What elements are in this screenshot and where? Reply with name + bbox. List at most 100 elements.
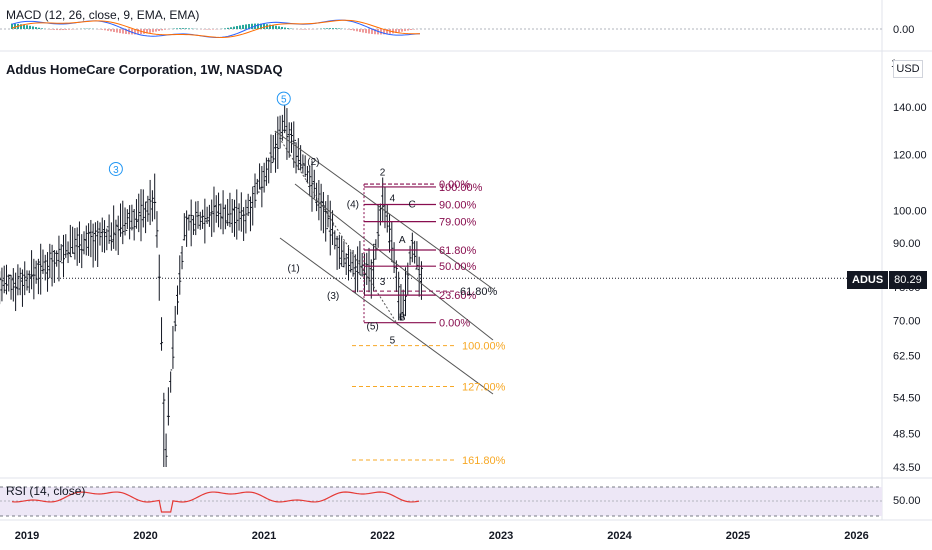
last-price-tag: ADUS 80.29 bbox=[847, 271, 927, 289]
macd-histogram-bar bbox=[35, 27, 37, 29]
macd-histogram-bar bbox=[347, 29, 349, 30]
macd-histogram-bar bbox=[305, 29, 307, 30]
macd-histogram-bar bbox=[125, 29, 127, 34]
fib-retracement-label-4: 61.80% bbox=[439, 245, 477, 257]
rsi-axis-fifty: 50.00 bbox=[893, 495, 921, 507]
macd-histogram-bar bbox=[224, 28, 226, 29]
macd-histogram-bar bbox=[401, 29, 403, 32]
macd-histogram-bar bbox=[392, 29, 394, 34]
macd-histogram-bar bbox=[269, 24, 271, 29]
macd-histogram-bar bbox=[302, 29, 304, 30]
macd-histogram-bar bbox=[53, 29, 55, 30]
macd-histogram-bar bbox=[152, 29, 154, 33]
macd-histogram-bar bbox=[398, 29, 400, 33]
macd-histogram-bar bbox=[395, 29, 397, 33]
x-tick-0: 2019 bbox=[15, 530, 39, 542]
wave-circle-1 bbox=[276, 91, 291, 106]
macd-histogram-bar bbox=[38, 27, 40, 29]
wave-label-12: B bbox=[399, 312, 406, 323]
ticker-label: ADUS bbox=[847, 271, 889, 289]
fib-extension-label-2: 127.00% bbox=[462, 381, 506, 393]
macd-histogram-bar bbox=[23, 24, 25, 29]
channel-lower-line bbox=[279, 237, 494, 395]
macd-histogram-bar bbox=[185, 28, 187, 29]
macd-histogram-bar bbox=[251, 23, 253, 29]
macd-signal-line bbox=[11, 19, 421, 38]
price-tick-6: 62.50 bbox=[893, 350, 921, 362]
wave-label-1: 5 bbox=[281, 95, 287, 106]
macd-histogram-bar bbox=[14, 23, 16, 29]
price-tick-3: 90.00 bbox=[893, 238, 921, 250]
macd-histogram-bar bbox=[206, 29, 208, 30]
macd-histogram-bar bbox=[107, 29, 109, 31]
macd-histogram-bar bbox=[176, 28, 178, 29]
price-tick-5: 70.00 bbox=[893, 315, 921, 327]
macd-histogram-bar bbox=[287, 28, 289, 29]
macd-histogram-bar bbox=[338, 28, 340, 29]
macd-histogram-bar bbox=[248, 24, 250, 29]
macd-histogram-bar bbox=[272, 25, 274, 29]
macd-indicator-label[interactable]: MACD (12, 26, close, 9, EMA, EMA) bbox=[6, 8, 200, 22]
fib-retracement-label-7: 0.00% bbox=[439, 318, 470, 330]
fib-extension-label-3: 161.80% bbox=[462, 455, 506, 467]
macd-histogram-bar bbox=[365, 29, 367, 34]
macd-histogram-bar bbox=[236, 26, 238, 29]
macd-histogram-bar bbox=[11, 23, 13, 29]
macd-histogram-bar bbox=[332, 28, 334, 29]
macd-histogram-bar bbox=[230, 27, 232, 29]
macd-histogram-bar bbox=[281, 26, 283, 29]
macd-histogram-bar bbox=[131, 29, 133, 35]
macd-histogram-bar bbox=[335, 28, 337, 29]
macd-histogram-bar bbox=[110, 29, 112, 32]
x-tick-7: 2026 bbox=[844, 530, 868, 542]
x-tick-4: 2023 bbox=[489, 530, 513, 542]
wave-label-2: (1) bbox=[288, 264, 300, 275]
macd-histogram-bar bbox=[353, 29, 355, 31]
price-tick-0: 140.00 bbox=[893, 102, 927, 114]
macd-histogram-bar bbox=[146, 29, 148, 34]
macd-axis-zero: 0.00 bbox=[893, 24, 915, 36]
macd-histogram-bar bbox=[239, 25, 241, 29]
fib-retracement-label-6: 23.60% bbox=[439, 290, 477, 302]
macd-histogram-bar bbox=[326, 28, 328, 29]
macd-histogram-bar bbox=[20, 24, 22, 29]
macd-histogram-bar bbox=[161, 29, 163, 31]
macd-histogram-bar bbox=[188, 28, 190, 29]
macd-histogram-bar bbox=[149, 29, 151, 33]
macd-histogram-bar bbox=[350, 29, 352, 31]
channel-mid-line bbox=[294, 183, 494, 341]
macd-histogram-bar bbox=[413, 29, 415, 30]
macd-histogram-bar bbox=[383, 29, 385, 35]
fib-extension-label-0: 61.80% bbox=[460, 286, 498, 298]
wave-label-3: (2) bbox=[307, 157, 319, 168]
macd-histogram-bar bbox=[164, 29, 166, 30]
macd-histogram-bar bbox=[179, 28, 181, 29]
macd-histogram-bar bbox=[233, 26, 235, 29]
macd-histogram-bar bbox=[329, 28, 331, 29]
macd-histogram-bar bbox=[50, 29, 52, 30]
wave-label-7: 2 bbox=[380, 168, 386, 179]
macd-histogram-bar bbox=[101, 29, 103, 30]
macd-histogram-bar bbox=[59, 29, 61, 31]
wave-label-13: 5 bbox=[390, 335, 396, 346]
macd-histogram-bar bbox=[374, 29, 376, 35]
price-tick-2: 100.00 bbox=[893, 206, 927, 218]
x-tick-3: 2022 bbox=[370, 530, 394, 542]
wave-label-8: 4 bbox=[390, 194, 396, 205]
fib-retracement-label-2: 90.00% bbox=[439, 200, 477, 212]
macd-histogram-bar bbox=[227, 27, 229, 29]
macd-histogram-bar bbox=[362, 29, 364, 33]
macd-histogram-bar bbox=[284, 27, 286, 29]
macd-histogram-bar bbox=[245, 24, 247, 29]
macd-histogram-bar bbox=[143, 29, 145, 34]
rsi-indicator-label[interactable]: RSI (14, close) bbox=[6, 484, 86, 498]
fib-extension-label-1: 100.00% bbox=[462, 341, 506, 353]
wave-label-6: (5) bbox=[367, 321, 379, 332]
macd-histogram-bar bbox=[41, 28, 43, 29]
currency-button[interactable]: USD bbox=[893, 60, 923, 78]
macd-histogram-bar bbox=[386, 29, 388, 35]
macd-histogram-bar bbox=[410, 29, 412, 31]
macd-histogram-bar bbox=[29, 25, 31, 29]
